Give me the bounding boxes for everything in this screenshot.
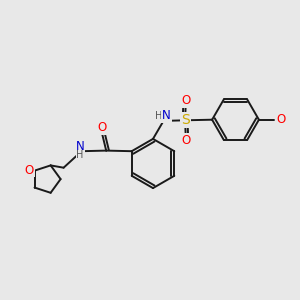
Text: N: N [76,140,85,154]
Text: O: O [181,134,190,147]
Text: S: S [181,113,190,127]
Text: O: O [25,164,34,176]
Text: O: O [97,121,106,134]
Text: O: O [181,94,190,107]
Text: H: H [155,111,163,121]
Text: N: N [162,109,171,122]
Text: O: O [277,113,286,126]
Text: H: H [76,150,84,161]
